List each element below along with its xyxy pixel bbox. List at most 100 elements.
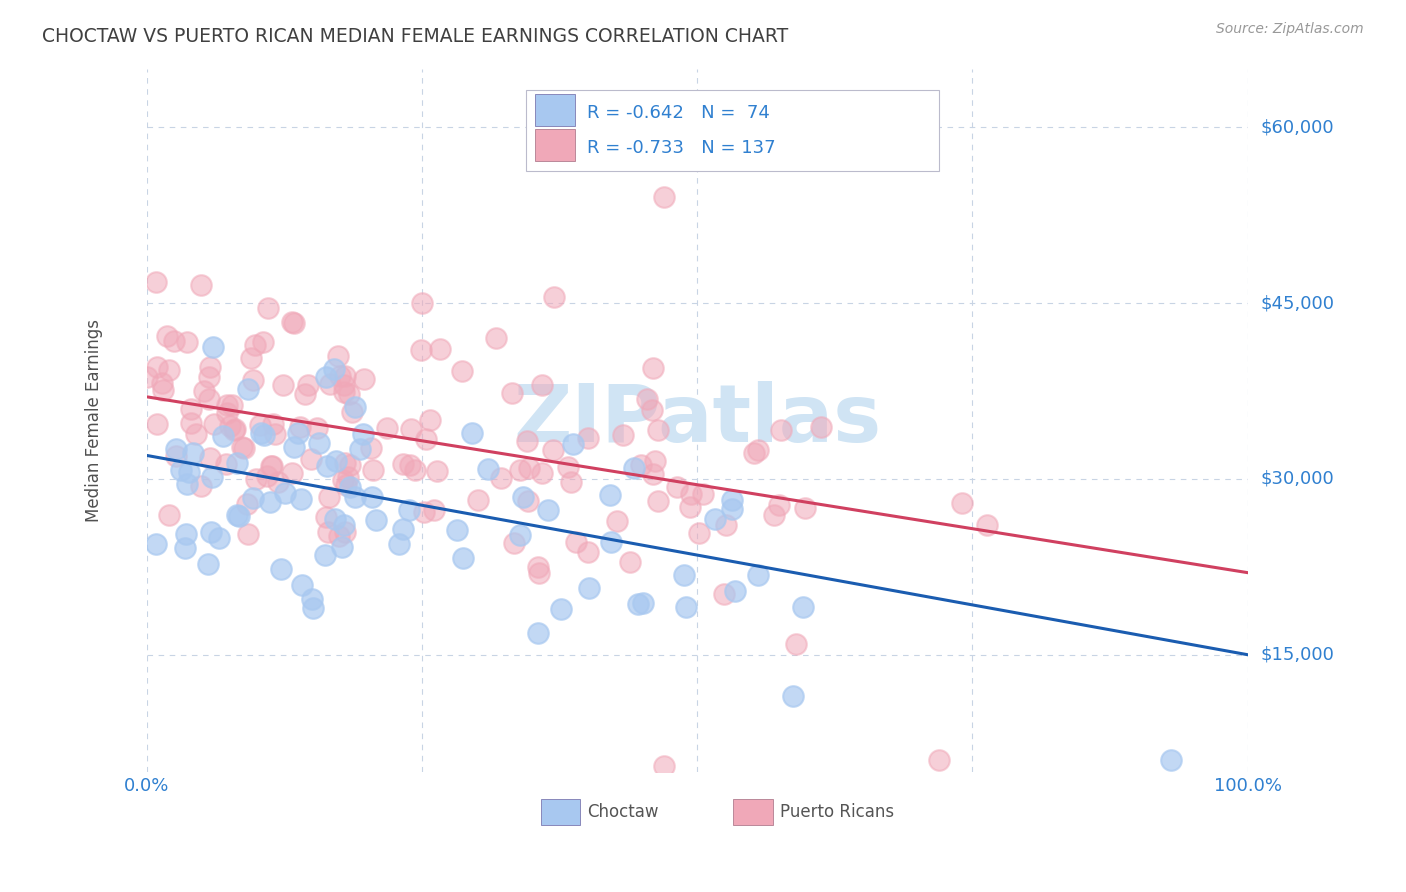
- FancyBboxPatch shape: [536, 129, 575, 161]
- Point: [235, 497, 257, 511]
- Point: [339, 480, 361, 494]
- Point: [315, 509, 337, 524]
- Point: [343, 490, 366, 504]
- Point: [333, 517, 356, 532]
- Point: [600, 534, 623, 549]
- Point: [322, 361, 344, 376]
- Text: Median Female Earnings: Median Female Earnings: [84, 318, 103, 522]
- Point: [318, 490, 340, 504]
- Point: [485, 331, 508, 345]
- Point: [392, 523, 415, 537]
- Point: [557, 460, 579, 475]
- Point: [501, 386, 523, 401]
- Point: [231, 440, 253, 454]
- Point: [398, 502, 420, 516]
- Point: [181, 446, 204, 460]
- Point: [212, 428, 235, 442]
- Point: [330, 541, 353, 555]
- Point: [307, 421, 329, 435]
- Point: [170, 463, 193, 477]
- Point: [453, 551, 475, 566]
- Point: [256, 301, 278, 315]
- Point: [599, 488, 621, 502]
- Point: [429, 342, 451, 356]
- Point: [225, 456, 247, 470]
- Point: [415, 432, 437, 446]
- Point: [576, 431, 599, 445]
- Point: [291, 577, 314, 591]
- Text: Choctaw: Choctaw: [588, 803, 658, 821]
- Point: [215, 407, 238, 421]
- Point: [768, 498, 790, 512]
- Point: [174, 526, 197, 541]
- Point: [672, 568, 695, 582]
- Point: [720, 492, 742, 507]
- Point: [329, 368, 352, 383]
- Point: [344, 400, 367, 414]
- Point: [630, 458, 652, 473]
- Point: [184, 427, 207, 442]
- Point: [782, 690, 804, 704]
- Point: [314, 548, 336, 562]
- Point: [152, 383, 174, 397]
- FancyBboxPatch shape: [734, 799, 773, 825]
- Point: [198, 370, 221, 384]
- Point: [1160, 753, 1182, 767]
- Point: [413, 505, 436, 519]
- Point: [578, 581, 600, 595]
- Point: [763, 508, 786, 522]
- Point: [647, 423, 669, 437]
- Point: [950, 496, 973, 510]
- Point: [294, 387, 316, 401]
- Point: [180, 401, 202, 416]
- Point: [541, 442, 564, 457]
- Point: [202, 340, 225, 354]
- Point: [243, 338, 266, 352]
- Point: [136, 370, 159, 384]
- Point: [190, 277, 212, 292]
- Point: [157, 363, 180, 377]
- Point: [636, 392, 658, 406]
- Point: [315, 370, 337, 384]
- Point: [156, 329, 179, 343]
- Point: [641, 361, 664, 376]
- Point: [180, 416, 202, 430]
- Point: [174, 541, 197, 555]
- Point: [339, 458, 361, 472]
- Point: [240, 351, 263, 365]
- Point: [419, 413, 441, 427]
- Point: [724, 583, 747, 598]
- Point: [576, 545, 599, 559]
- Point: [641, 403, 664, 417]
- Point: [785, 638, 807, 652]
- Point: [308, 435, 330, 450]
- Point: [509, 528, 531, 542]
- Point: [675, 599, 697, 614]
- Point: [281, 316, 304, 330]
- Point: [202, 417, 225, 431]
- Point: [353, 372, 375, 386]
- Point: [323, 512, 346, 526]
- Point: [290, 492, 312, 507]
- Point: [299, 451, 322, 466]
- Point: [769, 423, 792, 437]
- FancyBboxPatch shape: [536, 95, 575, 126]
- Point: [366, 513, 388, 527]
- Point: [665, 480, 688, 494]
- Point: [222, 423, 245, 437]
- Point: [236, 382, 259, 396]
- Point: [157, 508, 180, 523]
- Point: [678, 500, 700, 515]
- Point: [245, 472, 267, 486]
- Point: [201, 469, 224, 483]
- Point: [266, 475, 288, 489]
- Point: [388, 536, 411, 550]
- Point: [399, 458, 422, 472]
- Point: [242, 373, 264, 387]
- Point: [502, 536, 524, 550]
- Point: [794, 501, 817, 516]
- Point: [249, 418, 271, 433]
- Point: [516, 434, 538, 449]
- Point: [392, 457, 415, 471]
- Point: [215, 399, 238, 413]
